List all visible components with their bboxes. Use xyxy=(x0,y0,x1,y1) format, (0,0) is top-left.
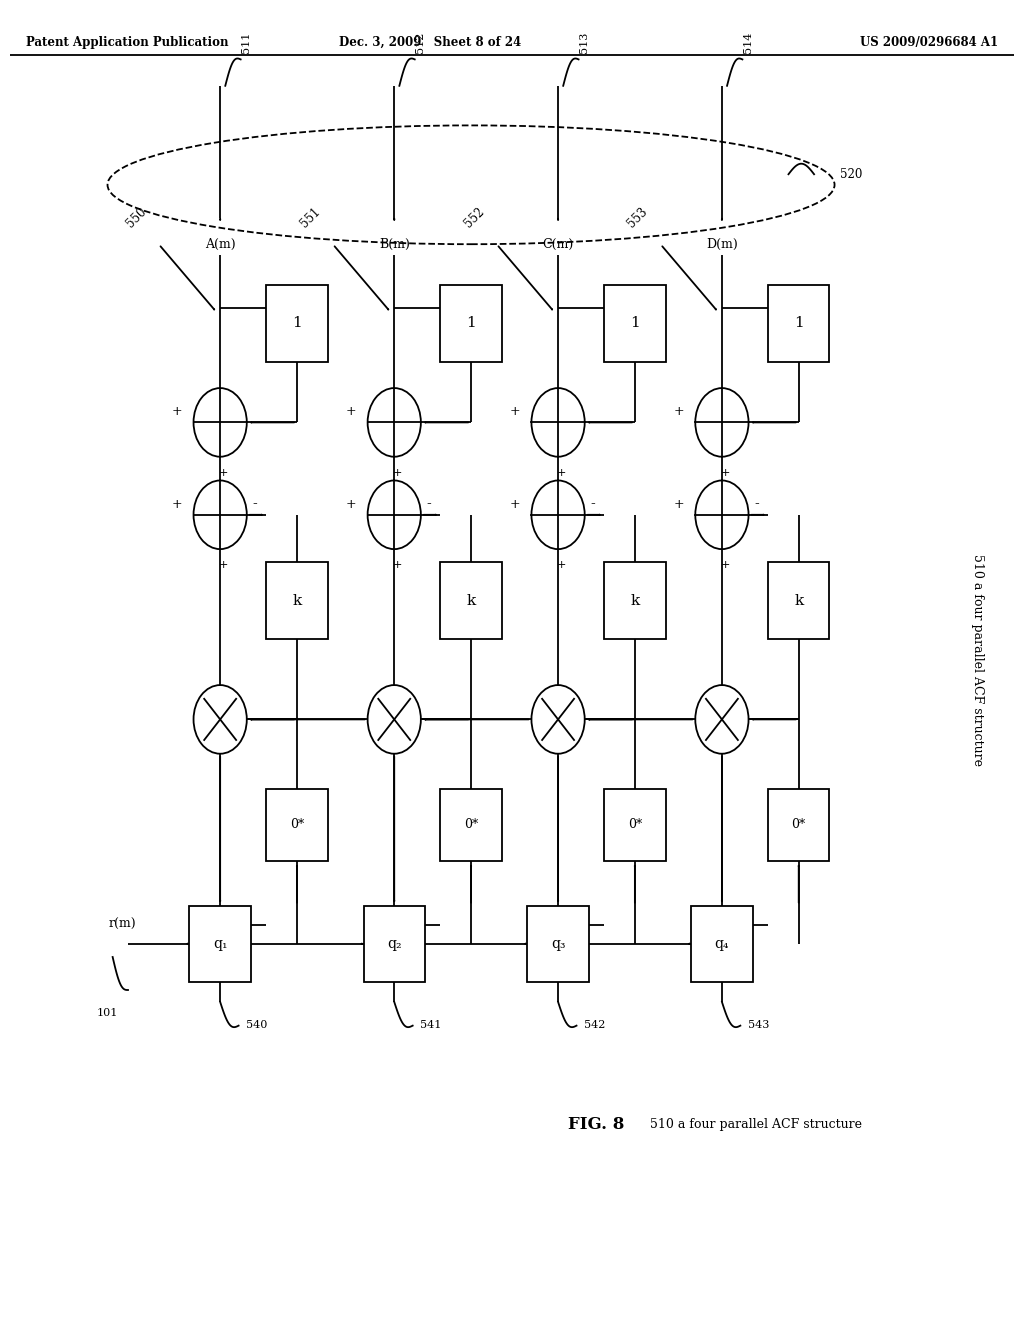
Circle shape xyxy=(531,388,585,457)
Circle shape xyxy=(695,388,749,457)
Text: -: - xyxy=(253,498,257,511)
Text: q₁: q₁ xyxy=(213,937,227,950)
Text: 1: 1 xyxy=(630,317,640,330)
Ellipse shape xyxy=(108,125,835,244)
FancyBboxPatch shape xyxy=(266,285,328,362)
Text: k: k xyxy=(466,594,476,607)
Text: 520: 520 xyxy=(840,168,862,181)
Text: -: - xyxy=(755,498,759,511)
Text: 0*: 0* xyxy=(792,818,806,832)
Text: +: + xyxy=(556,467,566,478)
Text: 511: 511 xyxy=(241,32,251,53)
Text: r(m): r(m) xyxy=(110,917,136,931)
FancyBboxPatch shape xyxy=(604,562,666,639)
Text: 541: 541 xyxy=(420,1020,441,1031)
Text: +: + xyxy=(720,560,730,570)
FancyBboxPatch shape xyxy=(691,906,753,982)
Text: 542: 542 xyxy=(584,1020,605,1031)
Text: +: + xyxy=(172,405,182,418)
Text: Patent Application Publication: Patent Application Publication xyxy=(26,36,228,49)
FancyBboxPatch shape xyxy=(768,788,829,862)
Text: FIG. 8: FIG. 8 xyxy=(568,1117,625,1133)
Text: A(m): A(m) xyxy=(205,238,236,251)
Text: +: + xyxy=(346,405,356,418)
Text: k: k xyxy=(292,594,302,607)
FancyBboxPatch shape xyxy=(604,285,666,362)
Text: +: + xyxy=(510,405,520,418)
FancyBboxPatch shape xyxy=(266,788,328,862)
FancyBboxPatch shape xyxy=(266,562,328,639)
Text: 513: 513 xyxy=(579,32,589,53)
Text: 514: 514 xyxy=(742,32,753,53)
Text: 553: 553 xyxy=(626,205,650,231)
Text: +: + xyxy=(392,560,402,570)
Text: 0*: 0* xyxy=(628,818,642,832)
Circle shape xyxy=(194,685,247,754)
Text: US 2009/0296684 A1: US 2009/0296684 A1 xyxy=(860,36,998,49)
Circle shape xyxy=(194,480,247,549)
Text: +: + xyxy=(218,560,228,570)
Circle shape xyxy=(695,685,749,754)
Circle shape xyxy=(531,480,585,549)
Text: +: + xyxy=(510,498,520,511)
Text: 543: 543 xyxy=(748,1020,769,1031)
Text: +: + xyxy=(674,405,684,418)
FancyBboxPatch shape xyxy=(440,788,502,862)
Text: 1: 1 xyxy=(292,317,302,330)
Text: q₂: q₂ xyxy=(387,937,401,950)
Circle shape xyxy=(695,480,749,549)
FancyBboxPatch shape xyxy=(364,906,425,982)
Text: C(m): C(m) xyxy=(543,238,573,251)
Text: 0*: 0* xyxy=(464,818,478,832)
FancyBboxPatch shape xyxy=(768,285,829,362)
Text: -: - xyxy=(427,498,431,511)
Text: 510 a four parallel ACF structure: 510 a four parallel ACF structure xyxy=(972,554,984,766)
Text: q₄: q₄ xyxy=(715,937,729,950)
Text: k: k xyxy=(794,594,804,607)
FancyBboxPatch shape xyxy=(604,788,666,862)
Text: Dec. 3, 2009   Sheet 8 of 24: Dec. 3, 2009 Sheet 8 of 24 xyxy=(339,36,521,49)
Text: -: - xyxy=(591,498,595,511)
Text: +: + xyxy=(218,467,228,478)
FancyBboxPatch shape xyxy=(440,285,502,362)
FancyBboxPatch shape xyxy=(189,906,251,982)
Circle shape xyxy=(368,685,421,754)
Text: 510 a four parallel ACF structure: 510 a four parallel ACF structure xyxy=(650,1118,862,1131)
Circle shape xyxy=(194,388,247,457)
Text: 0*: 0* xyxy=(290,818,304,832)
Text: k: k xyxy=(630,594,640,607)
Circle shape xyxy=(368,388,421,457)
Text: D(m): D(m) xyxy=(706,238,738,251)
Text: +: + xyxy=(674,498,684,511)
FancyBboxPatch shape xyxy=(440,562,502,639)
Text: 1: 1 xyxy=(794,317,804,330)
FancyBboxPatch shape xyxy=(527,906,589,982)
Text: +: + xyxy=(556,560,566,570)
FancyBboxPatch shape xyxy=(768,562,829,639)
Text: 550: 550 xyxy=(124,205,148,231)
Text: 101: 101 xyxy=(97,1008,118,1019)
Text: B(m): B(m) xyxy=(379,238,410,251)
Text: 512: 512 xyxy=(415,32,425,53)
Circle shape xyxy=(368,480,421,549)
Text: q₃: q₃ xyxy=(551,937,565,950)
Text: 551: 551 xyxy=(298,206,323,230)
Text: 1: 1 xyxy=(466,317,476,330)
Text: +: + xyxy=(392,467,402,478)
Text: +: + xyxy=(172,498,182,511)
Text: 540: 540 xyxy=(246,1020,267,1031)
Text: +: + xyxy=(346,498,356,511)
Circle shape xyxy=(531,685,585,754)
Text: +: + xyxy=(720,467,730,478)
Text: 552: 552 xyxy=(462,206,486,230)
